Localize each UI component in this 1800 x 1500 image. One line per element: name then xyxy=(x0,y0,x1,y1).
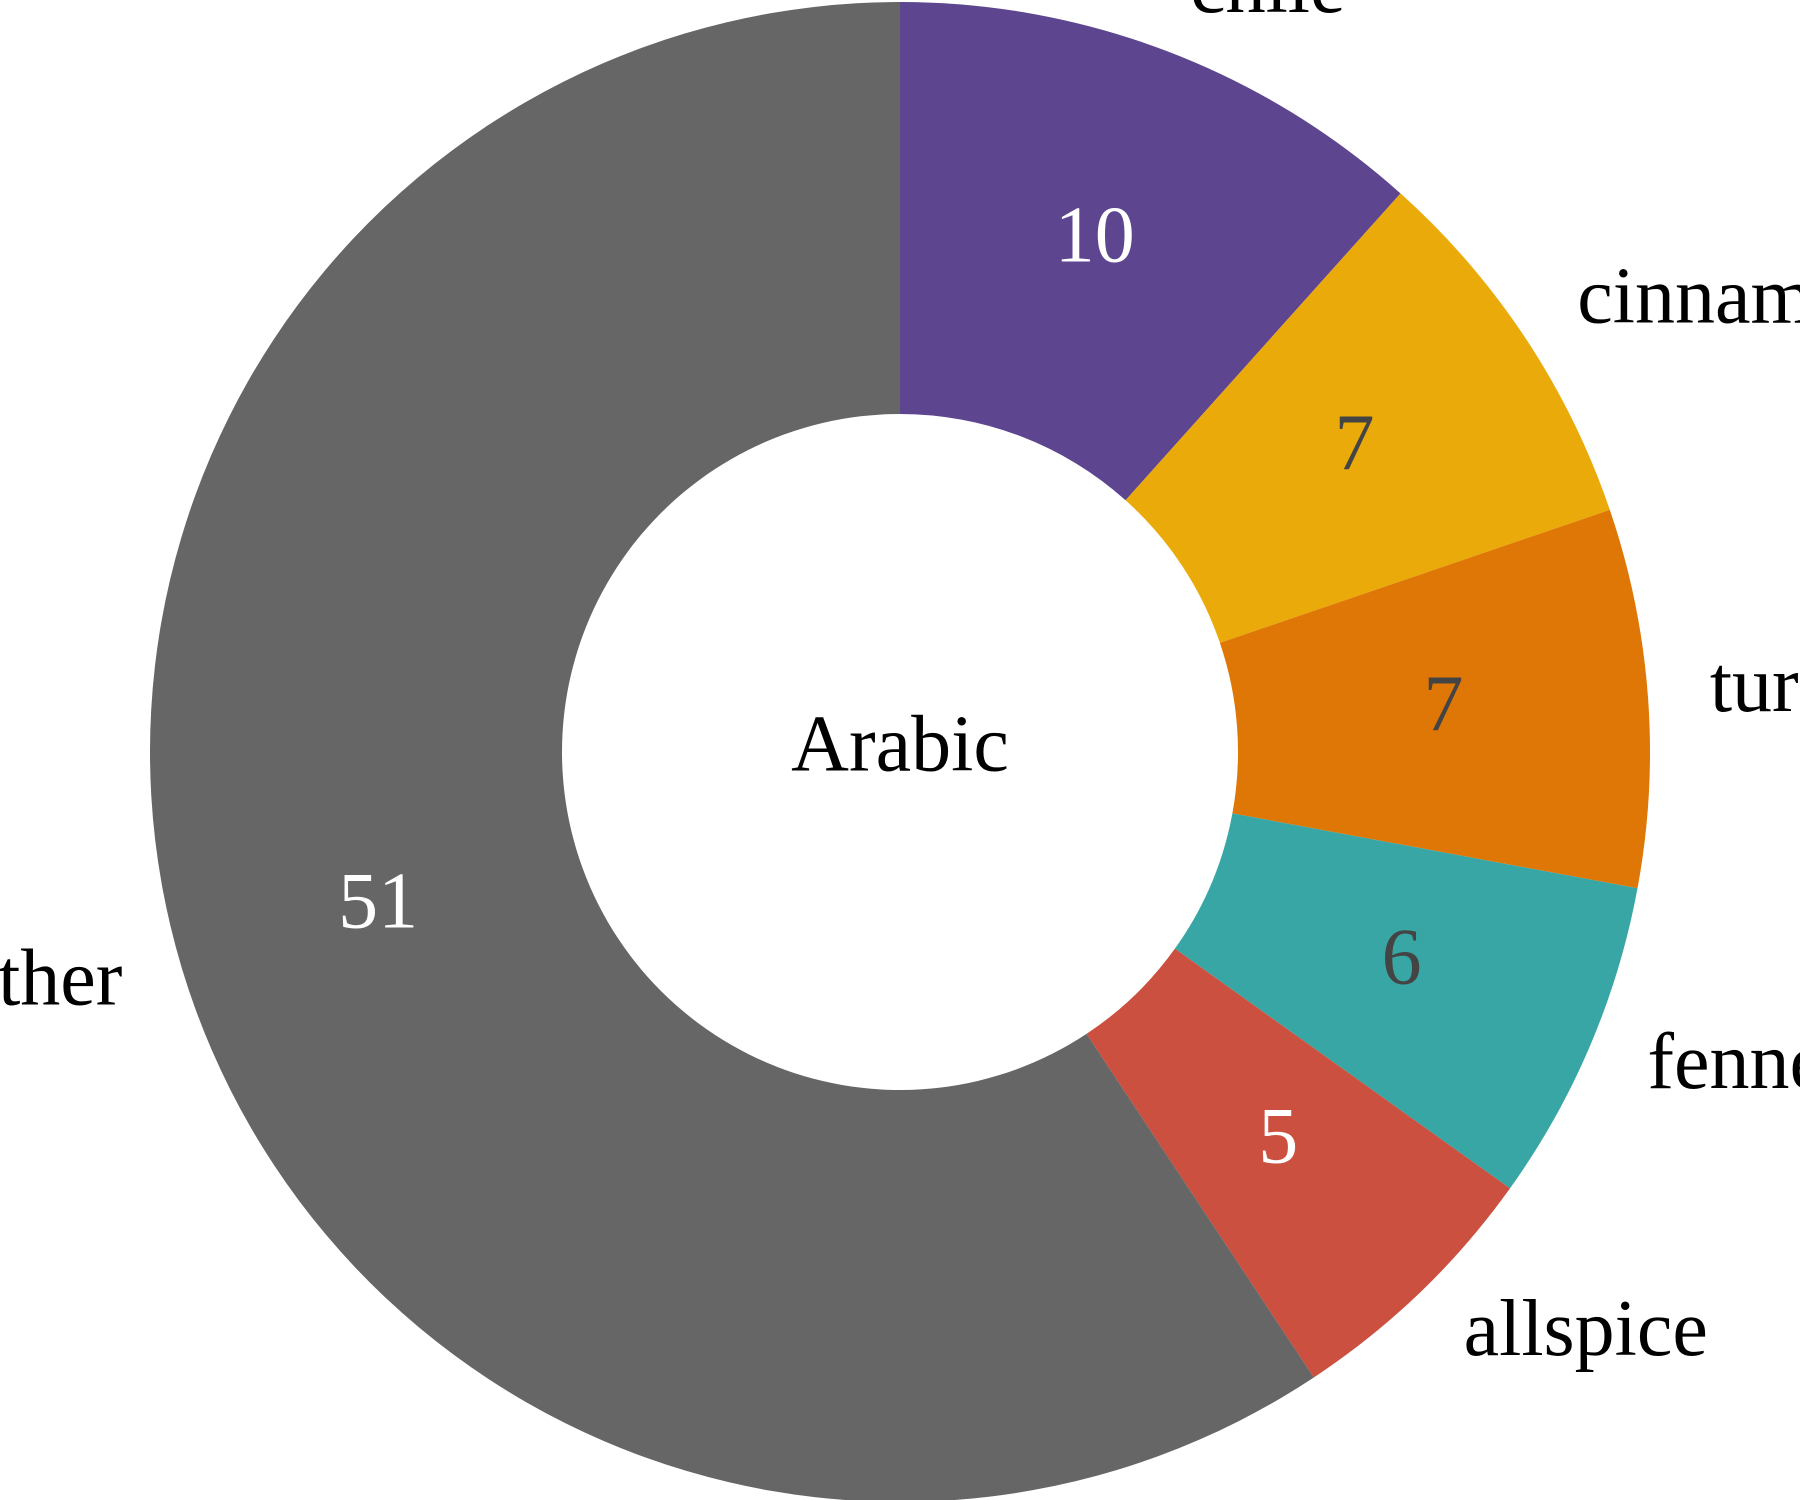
slice-chile xyxy=(900,2,1401,501)
category-label-other: other xyxy=(0,934,122,1022)
category-label-chile: chile xyxy=(1190,0,1345,30)
slice-turmeric xyxy=(1219,509,1651,889)
value-label-chile: 10 xyxy=(1055,191,1135,279)
slice-other xyxy=(150,2,1314,1500)
chart-category-labels: chile cinnamon turmeric fennel allspice other xyxy=(0,0,1800,1373)
value-label-turmeric: 7 xyxy=(1424,661,1464,749)
category-label-allspice: allspice xyxy=(1464,1285,1708,1373)
chart-center-label: Arabic xyxy=(791,700,1009,788)
chart-slices xyxy=(150,2,1651,1500)
slice-fennel xyxy=(1174,813,1638,1189)
value-label-fennel: 6 xyxy=(1382,914,1422,1002)
value-label-cinnamon: 7 xyxy=(1335,400,1375,488)
category-label-fennel: fennel xyxy=(1647,1018,1800,1106)
chart-value-labels: 10 7 7 6 5 51 xyxy=(338,191,1463,1180)
category-label-turmeric: turmeric xyxy=(1710,641,1800,729)
slice-allspice xyxy=(1086,948,1510,1378)
category-label-cinnamon: cinnamon xyxy=(1577,252,1800,340)
value-label-other: 51 xyxy=(338,857,418,945)
value-label-allspice: 5 xyxy=(1258,1093,1298,1181)
slice-cinnamon xyxy=(1125,193,1610,643)
